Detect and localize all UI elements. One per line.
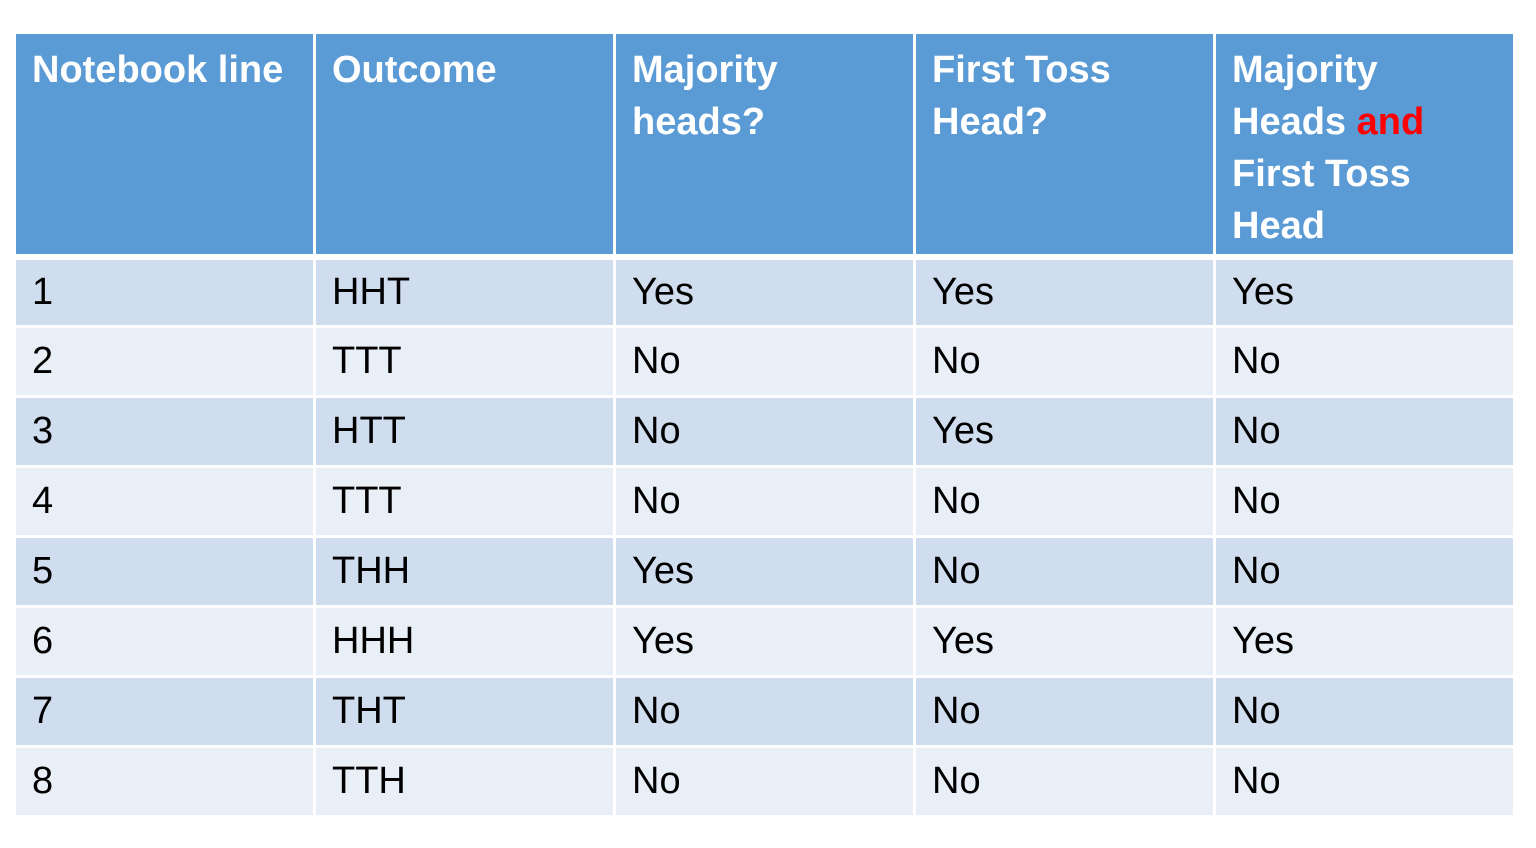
cell-notebook-line: 5 — [13, 535, 316, 608]
cell-majority-and-first-toss: No — [1213, 325, 1516, 398]
table-row: 8 TTH No No No — [13, 745, 1516, 818]
cell-majority-and-first-toss: No — [1213, 675, 1516, 748]
header-part-accent: and — [1356, 101, 1425, 143]
cell-majority-heads: No — [613, 325, 916, 398]
cell-notebook-line: 7 — [13, 675, 316, 748]
header-outcome: Outcome — [313, 31, 616, 260]
table-row: 2 TTT No No No — [13, 325, 1516, 398]
cell-notebook-line: 6 — [13, 605, 316, 678]
table-row: 7 THT No No No — [13, 675, 1516, 748]
cell-outcome: HHH — [313, 605, 616, 678]
cell-notebook-line: 3 — [13, 395, 316, 468]
table-row: 4 TTT No No No — [13, 465, 1516, 538]
cell-first-toss-head: No — [913, 675, 1216, 748]
cell-notebook-line: 1 — [13, 255, 316, 328]
cell-outcome: TTT — [313, 465, 616, 538]
cell-notebook-line: 4 — [13, 465, 316, 538]
cell-outcome: THH — [313, 535, 616, 608]
cell-majority-and-first-toss: Yes — [1213, 255, 1516, 328]
cell-outcome: TTH — [313, 745, 616, 818]
header-part-post: First Toss Head — [1232, 153, 1411, 247]
cell-first-toss-head: Yes — [913, 395, 1216, 468]
header-notebook-line: Notebook line — [13, 31, 316, 260]
cell-first-toss-head: No — [913, 325, 1216, 398]
cell-majority-and-first-toss: No — [1213, 535, 1516, 608]
header-majority-heads: Majority heads? — [613, 31, 916, 260]
outcome-table: Notebook line Outcome Majority heads? Fi… — [13, 31, 1516, 818]
cell-majority-heads: No — [613, 675, 916, 748]
cell-majority-and-first-toss: No — [1213, 745, 1516, 818]
cell-majority-heads: Yes — [613, 255, 916, 328]
cell-outcome: HTT — [313, 395, 616, 468]
table-row: 5 THH Yes No No — [13, 535, 1516, 608]
cell-first-toss-head: No — [913, 535, 1216, 608]
coin-toss-table: Notebook line Outcome Majority heads? Fi… — [13, 31, 1516, 818]
header-majority-and-first-toss: Majority Heads and First Toss Head — [1213, 31, 1516, 260]
cell-first-toss-head: Yes — [913, 605, 1216, 678]
table-row: 1 HHT Yes Yes Yes — [13, 255, 1516, 328]
cell-majority-heads: No — [613, 465, 916, 538]
cell-outcome: THT — [313, 675, 616, 748]
table-row: 6 HHH Yes Yes Yes — [13, 605, 1516, 678]
cell-majority-heads: No — [613, 395, 916, 468]
cell-notebook-line: 8 — [13, 745, 316, 818]
cell-majority-and-first-toss: No — [1213, 395, 1516, 468]
header-row: Notebook line Outcome Majority heads? Fi… — [13, 31, 1516, 260]
header-part-pre: Majority Heads — [1232, 49, 1378, 143]
table-row: 3 HTT No Yes No — [13, 395, 1516, 468]
cell-majority-heads: No — [613, 745, 916, 818]
cell-majority-and-first-toss: Yes — [1213, 605, 1516, 678]
cell-majority-and-first-toss: No — [1213, 465, 1516, 538]
cell-majority-heads: Yes — [613, 605, 916, 678]
header-first-toss-head: First Toss Head? — [913, 31, 1216, 260]
cell-outcome: HHT — [313, 255, 616, 328]
cell-notebook-line: 2 — [13, 325, 316, 398]
cell-first-toss-head: Yes — [913, 255, 1216, 328]
cell-first-toss-head: No — [913, 465, 1216, 538]
cell-majority-heads: Yes — [613, 535, 916, 608]
cell-first-toss-head: No — [913, 745, 1216, 818]
cell-outcome: TTT — [313, 325, 616, 398]
